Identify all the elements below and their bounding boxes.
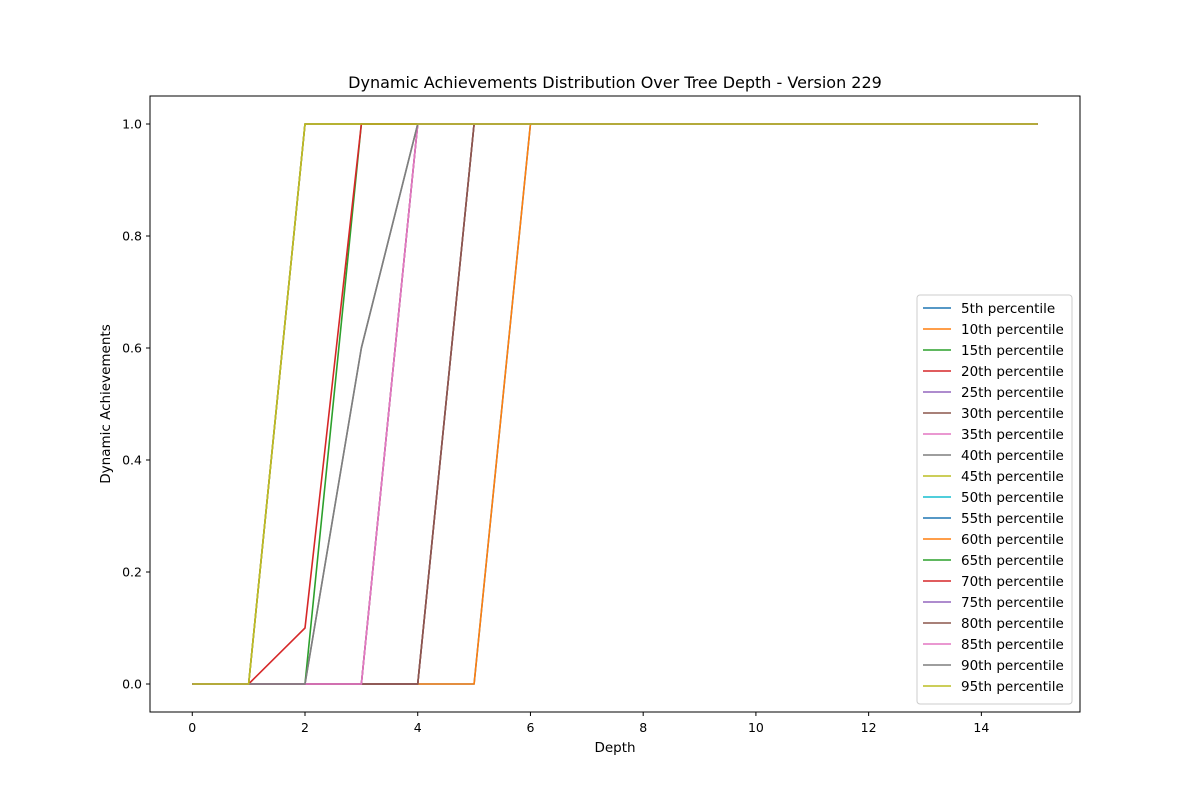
legend-label: 10th percentile	[961, 322, 1064, 338]
legend-label: 20th percentile	[961, 364, 1064, 380]
legend-label: 75th percentile	[961, 595, 1064, 611]
legend-label: 85th percentile	[961, 637, 1064, 653]
legend-label: 65th percentile	[961, 553, 1064, 569]
y-tick-label: 0.8	[122, 229, 142, 244]
series-line-19	[192, 123, 1038, 685]
y-tick-label: 0.4	[122, 453, 142, 468]
x-tick-label: 6	[526, 720, 534, 735]
y-tick-label: 1.0	[122, 117, 142, 132]
legend-label: 5th percentile	[961, 301, 1055, 317]
y-axis-label: Dynamic Achievements	[98, 324, 114, 484]
x-tick-label: 10	[748, 720, 764, 735]
legend-label: 35th percentile	[961, 427, 1064, 443]
y-axis-ticks: 0.0 0.2 0.4 0.6 0.8 1.0	[122, 117, 150, 692]
legend-label: 60th percentile	[961, 532, 1064, 548]
legend-label: 80th percentile	[961, 616, 1064, 632]
legend-label: 40th percentile	[961, 448, 1064, 464]
legend-label: 90th percentile	[961, 658, 1064, 674]
x-tick-label: 2	[301, 720, 309, 735]
legend-label: 45th percentile	[961, 469, 1064, 485]
legend-label: 50th percentile	[961, 490, 1064, 506]
x-tick-label: 0	[188, 720, 196, 735]
legend-label: 30th percentile	[961, 406, 1064, 422]
x-tick-label: 12	[861, 720, 877, 735]
y-tick-label: 0.0	[122, 677, 142, 692]
y-tick-label: 0.2	[122, 565, 142, 580]
x-tick-label: 8	[639, 720, 647, 735]
legend-label: 55th percentile	[961, 511, 1064, 527]
series-layer	[192, 123, 1038, 685]
x-tick-label: 4	[414, 720, 422, 735]
y-tick-label: 0.6	[122, 341, 142, 356]
legend-label: 70th percentile	[961, 574, 1064, 590]
legend-box	[916, 294, 1073, 705]
plot-frame	[149, 95, 1081, 713]
x-axis-label: Depth	[594, 740, 635, 756]
x-axis-ticks: 0 2 4 6 8 10 12 14	[188, 712, 989, 735]
x-tick-label: 14	[973, 720, 989, 735]
legend: 5th percentile 10th percentile 15th percen…	[916, 294, 1073, 705]
legend-label: 95th percentile	[961, 679, 1064, 695]
chart-title: Dynamic Achievements Distribution Over T…	[348, 73, 882, 92]
legend-label: 25th percentile	[961, 385, 1064, 401]
legend-label: 15th percentile	[961, 343, 1064, 359]
